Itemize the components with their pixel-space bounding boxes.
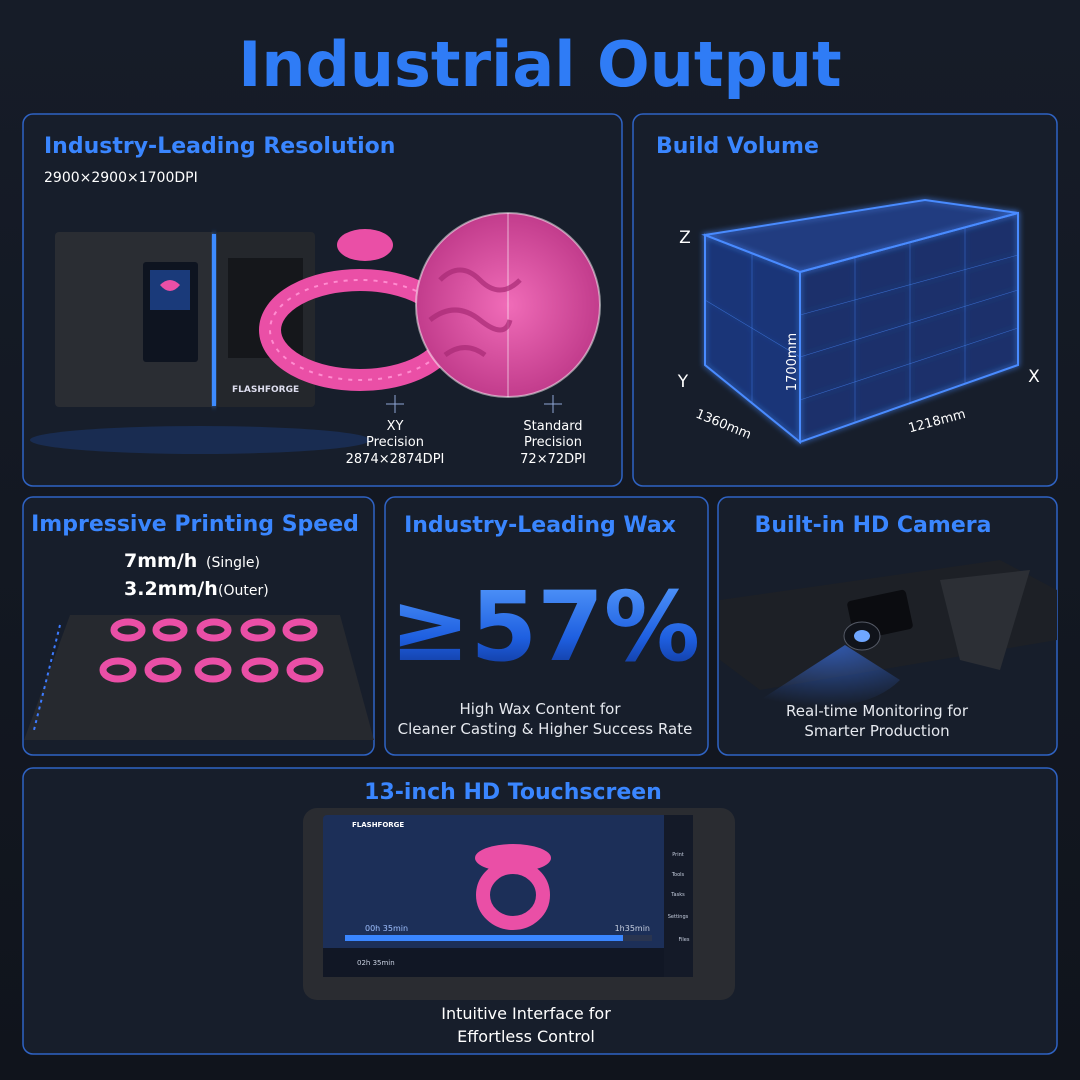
callout-text: 72×72DPI [520,452,586,467]
callout-text: Standard [523,419,582,434]
panel-caption: Cleaner Casting & Higher Success Rate [398,720,693,738]
screen-menu: Tasks [670,892,685,898]
speed-note: (Outer) [218,583,269,599]
speed-value: 3.2mm/h [124,578,218,600]
camera-module [720,560,1057,707]
screen-text: 00h 35min [365,924,408,933]
axis-label: Y [677,372,689,392]
screen-menu: Settings [668,914,689,920]
panel-caption: Intuitive Interface for [441,1004,611,1023]
speed-note: (Single) [206,555,260,571]
screen-menu: Files [679,937,690,943]
screen-menu: Print [672,852,684,858]
panel-heading: Built-in HD Camera [755,513,992,538]
axis-label: Z [679,228,691,248]
speed-value: 7mm/h [124,550,197,572]
page-title: Industrial Output [238,28,841,101]
panel-heading: Impressive Printing Speed [31,512,359,537]
panel-heading: Build Volume [656,134,819,159]
printer-brand: FLASHFORGE [232,385,299,395]
dimension-label: 1700mm [785,333,800,391]
screen-text: 1h35min [615,924,650,933]
screen-brand: FLASHFORGE [352,821,404,829]
callout-text: 2874×2874DPI [346,452,445,467]
build-plate [24,615,374,740]
panel-heading: 13-inch HD Touchscreen [364,780,662,805]
panel-caption: High Wax Content for [459,700,621,718]
panel-subtitle: 2900×2900×1700DPI [44,170,198,186]
axis-label: X [1028,367,1040,387]
callout-text: Precision [524,435,582,450]
panel-heading: Industry-Leading Resolution [44,134,395,159]
panel-heading: Industry-Leading Wax [404,513,676,538]
screen-text: 02h 35min [357,959,395,967]
callout-markers [386,395,562,413]
tablet [303,808,735,1000]
wax-figure: ≥57% [390,571,700,683]
callout-text: Precision [366,435,424,450]
magnifier [415,212,601,398]
screen-menu: Tools [671,872,685,878]
callout-text: XY [387,419,404,434]
panel-caption: Real-time Monitoring for [786,702,969,720]
volume-box [701,198,1019,445]
panel-caption: Effortless Control [457,1027,595,1046]
panel-caption: Smarter Production [804,722,949,740]
